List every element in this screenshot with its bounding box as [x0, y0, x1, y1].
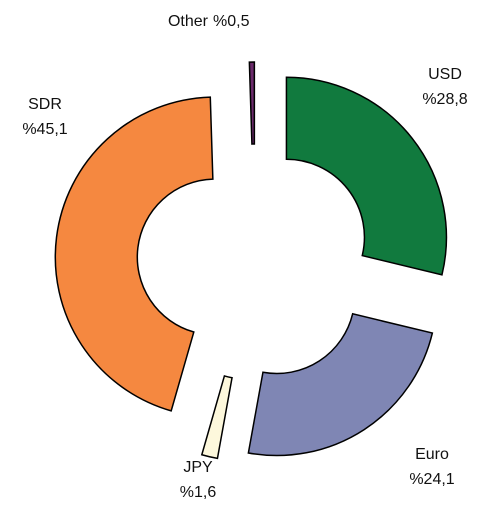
donut-slice	[248, 61, 256, 145]
donut-slice	[285, 76, 448, 276]
slice-value-label: %1,6	[180, 484, 217, 501]
slice-label: SDR	[28, 96, 62, 113]
slice-label: USD	[428, 66, 462, 83]
donut-slice	[54, 96, 214, 412]
donut-slice	[200, 375, 233, 460]
slice-label: JPY	[183, 459, 213, 476]
slice-label: Other	[168, 13, 209, 30]
slice-value-label: %28,8	[422, 91, 467, 108]
donut-slice	[247, 312, 434, 457]
slice-label: Euro	[415, 446, 449, 463]
slice-value-label: %24,1	[409, 471, 454, 488]
slice-value-label: %0,5	[213, 13, 250, 30]
slice-value-label: %45,1	[22, 121, 67, 138]
